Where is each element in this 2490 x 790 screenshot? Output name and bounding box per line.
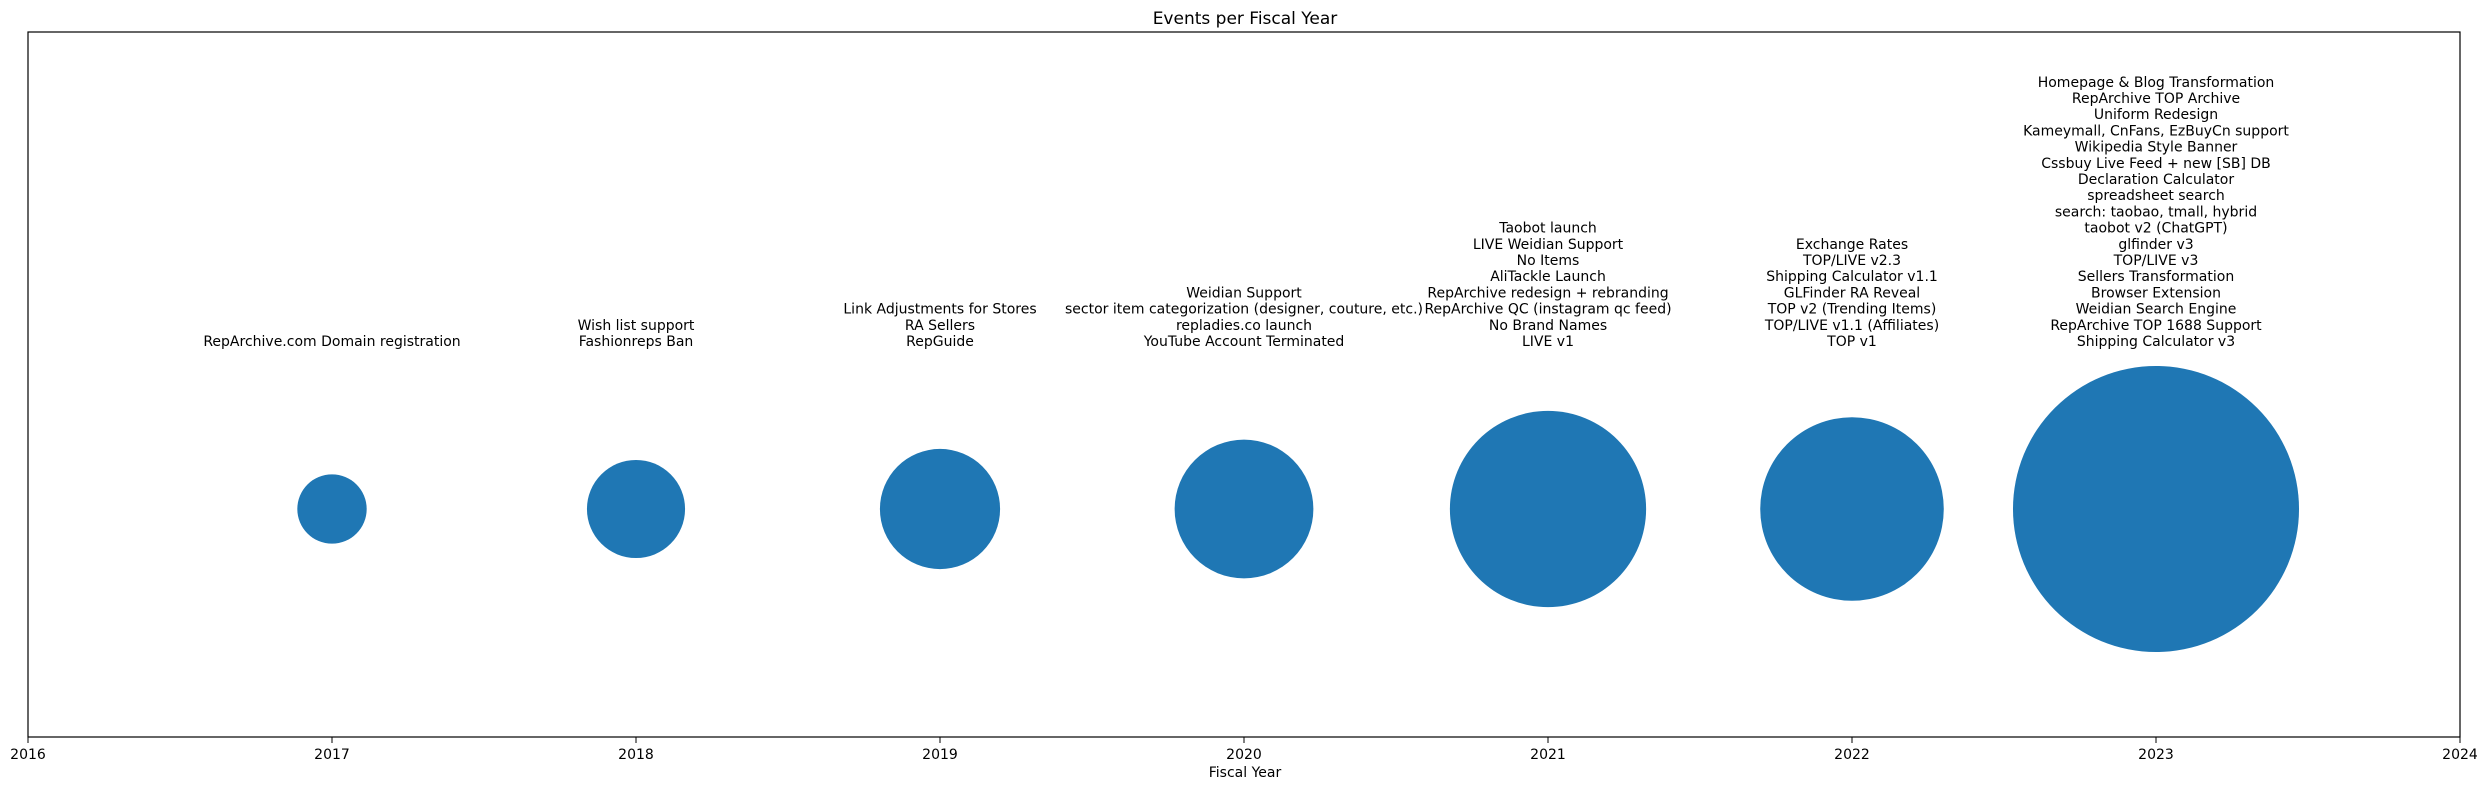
event-label: Shipping Calculator v1.1 [1766,269,1938,285]
event-label: spreadsheet search [2087,188,2225,204]
event-label: LIVE Weidian Support [1473,237,1624,253]
x-tick-label: 2019 [922,747,958,763]
event-label: Browser Extension [2091,285,2221,301]
event-label: Weidian Search Engine [2076,302,2237,318]
bubble-2018 [586,459,686,559]
event-labels: RepArchive.com Domain registration Wish l… [203,75,2289,350]
event-label: Shipping Calculator v3 [2077,334,2235,350]
bubble-2021 [1449,410,1647,608]
event-label: RepArchive TOP Archive [2072,91,2240,107]
event-label: RepGuide [906,334,974,350]
event-label: TOP/LIVE v2.3 [1802,253,1901,269]
event-label: Taobot launch [1498,221,1597,237]
x-tick-label: 2024 [2442,747,2478,763]
event-label: RepArchive.com Domain registration [203,334,460,350]
bubbles [297,365,2300,653]
event-label: Cssbuy Live Feed + new [SB] DB [2041,156,2271,172]
x-tick-label: 2016 [10,747,46,763]
bubble-2022 [1760,417,1944,601]
chart-title: Events per Fiscal Year [1153,9,1338,29]
event-label: RepArchive TOP 1688 Support [2050,318,2262,334]
event-label: search: taobao, tmall, hybrid [2055,204,2257,220]
event-label: GLFinder RA Reveal [1784,285,1920,301]
x-tick-label: 2022 [1834,747,1870,763]
event-label-group-2017: RepArchive.com Domain registration [203,334,460,350]
event-label-group-2023: Homepage & Blog TransformationRepArchive… [2023,75,2289,350]
event-label: Wish list support [578,318,695,334]
x-axis-label: Fiscal Year [1209,765,1282,781]
event-label: Exchange Rates [1796,237,1908,253]
event-label: RepArchive QC (instagram qc feed) [1424,302,1671,318]
bubble-2019 [879,448,1001,570]
event-label: YouTube Account Terminated [1143,334,1345,350]
event-label: Homepage & Blog Transformation [2038,75,2275,91]
event-label: taobot v2 (ChatGPT) [2084,221,2227,237]
event-label: Kameymall, CnFans, EzBuyCn support [2023,123,2289,139]
event-label: RepArchive redesign + rebranding [1427,285,1668,301]
event-label: Wikipedia Style Banner [2075,140,2238,156]
x-tick-label: 2023 [2138,747,2174,763]
event-label: glfinder v3 [2118,237,2193,253]
x-tick-label: 2021 [1530,747,1566,763]
bubble-2017 [297,474,367,544]
event-label: RA Sellers [905,318,975,334]
bubble-2020 [1174,439,1314,579]
event-label: Fashionreps Ban [579,334,694,350]
event-label: No Brand Names [1489,318,1607,334]
event-label: AliTackle Launch [1490,269,1606,285]
event-label: TOP v2 (Trending Items) [1767,302,1937,318]
event-label: Link Adjustments for Stores [843,302,1036,318]
event-label: No Items [1517,253,1580,269]
x-axis-ticks: 2016 2017 2018 2019 2020 2021 2022 2023 2024 [10,737,2478,763]
event-label: Declaration Calculator [2078,172,2235,188]
x-tick-label: 2020 [1226,747,1262,763]
event-label: sector item categorization (designer, co… [1065,302,1423,318]
x-tick-label: 2017 [314,747,350,763]
event-label: repladies.co launch [1176,318,1312,334]
bubble-2023 [2012,365,2300,653]
event-label: TOP/LIVE v3 [2113,253,2199,269]
event-label: Uniform Redesign [2094,107,2218,123]
event-label: Weidian Support [1186,285,1302,301]
event-label: TOP/LIVE v1.1 (Affiliates) [1764,318,1939,334]
event-label: LIVE v1 [1522,334,1574,350]
x-tick-label: 2018 [618,747,654,763]
event-label: Sellers Transformation [2078,269,2234,285]
event-label: TOP v1 [1826,334,1877,350]
